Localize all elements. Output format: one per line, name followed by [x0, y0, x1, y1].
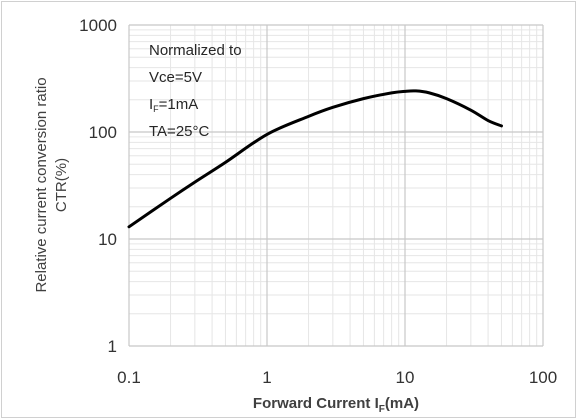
y-axis-label-line-2: CTR(%)	[53, 158, 70, 212]
annotation-if-main: I	[149, 96, 153, 113]
y-tick-labels: 1 10 100 1000	[79, 16, 117, 356]
annotation-box: Normalized to Vce=5V IF=1mA TA=25°C	[149, 42, 242, 140]
y-tick-label: 1000	[79, 16, 117, 35]
x-tick-label: 1	[262, 368, 271, 387]
y-tick-label: 100	[89, 123, 117, 142]
x-tick-labels: 0.1 1 10 100	[117, 368, 557, 387]
annotation-vce: Vce=5V	[149, 69, 202, 86]
x-tick-label: 10	[396, 368, 415, 387]
annotation-if-subscript: F	[153, 104, 159, 114]
major-gridlines	[128, 24, 544, 347]
x-axis-label-subscript: F	[379, 404, 385, 415]
x-tick-label: 0.1	[117, 368, 141, 387]
x-axis-label-main: Forward Current I	[253, 395, 379, 412]
plot-area	[129, 25, 543, 346]
annotation-normalized: Normalized to	[149, 42, 242, 59]
annotation-ta: TA=25°C	[149, 123, 209, 140]
ctr-curve	[127, 89, 503, 229]
x-axis-label-tail: (mA)	[385, 395, 419, 412]
series-layer	[127, 89, 503, 229]
x-tick-label: 100	[529, 368, 557, 387]
y-tick-label: 1	[108, 337, 117, 356]
x-axis-label: Forward Current IF(mA)	[253, 395, 419, 415]
annotation-if: IF=1mA	[149, 96, 198, 114]
annotation-if-tail: =1mA	[159, 96, 199, 113]
minor-gridlines	[129, 25, 543, 346]
y-axis-label-line-1: Relative current conversion ratio	[33, 77, 50, 292]
y-tick-label: 10	[98, 230, 117, 249]
